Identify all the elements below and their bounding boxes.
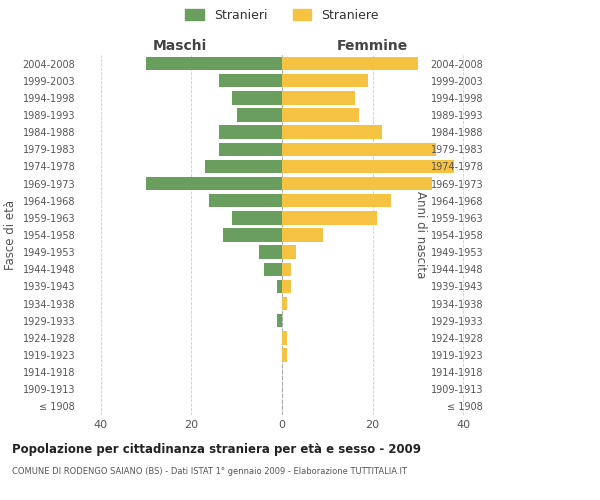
Bar <box>205 160 282 173</box>
Bar <box>282 348 287 362</box>
Bar <box>218 126 282 139</box>
Bar <box>209 194 282 207</box>
Bar <box>277 280 282 293</box>
Bar <box>232 91 282 104</box>
Bar <box>282 246 296 259</box>
Bar <box>146 57 282 70</box>
Bar <box>282 280 291 293</box>
Text: Femmine: Femmine <box>337 38 407 52</box>
Bar <box>282 331 287 344</box>
Text: Popolazione per cittadinanza straniera per età e sesso - 2009: Popolazione per cittadinanza straniera p… <box>12 442 421 456</box>
Bar <box>282 108 359 122</box>
Bar <box>282 160 454 173</box>
Bar <box>282 57 418 70</box>
Bar <box>232 211 282 224</box>
Bar <box>236 108 282 122</box>
Y-axis label: Fasce di età: Fasce di età <box>4 200 17 270</box>
Bar <box>282 297 287 310</box>
Text: COMUNE DI RODENGO SAIANO (BS) - Dati ISTAT 1° gennaio 2009 - Elaborazione TUTTIT: COMUNE DI RODENGO SAIANO (BS) - Dati IST… <box>12 468 407 476</box>
Bar <box>282 194 391 207</box>
Bar <box>282 142 436 156</box>
Bar <box>218 142 282 156</box>
Y-axis label: Anni di nascita: Anni di nascita <box>414 192 427 278</box>
Bar <box>282 74 368 88</box>
Bar <box>277 314 282 328</box>
Bar <box>282 228 323 241</box>
Bar <box>282 91 355 104</box>
Bar <box>264 262 282 276</box>
Bar <box>259 246 282 259</box>
Bar <box>146 177 282 190</box>
Bar <box>282 211 377 224</box>
Bar <box>218 74 282 88</box>
Bar <box>282 262 291 276</box>
Bar <box>282 177 431 190</box>
Bar <box>223 228 282 241</box>
Text: Maschi: Maschi <box>153 38 207 52</box>
Bar <box>282 126 382 139</box>
Legend: Stranieri, Straniere: Stranieri, Straniere <box>185 8 379 22</box>
